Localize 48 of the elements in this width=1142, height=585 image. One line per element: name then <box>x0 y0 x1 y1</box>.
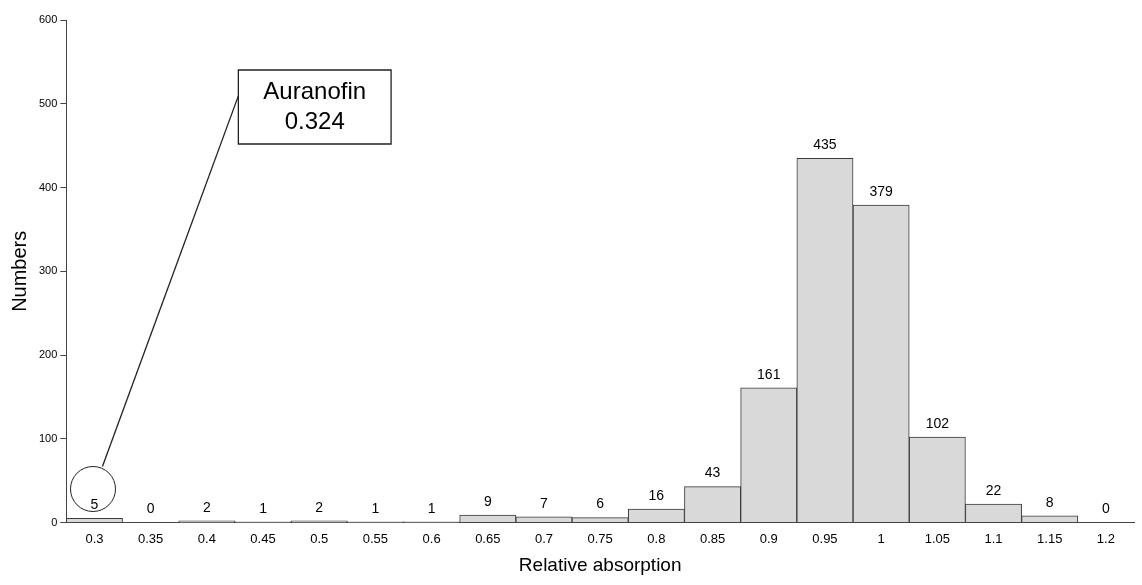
x-tick-label: 0.7 <box>534 530 554 546</box>
data-label: 2 <box>202 498 211 515</box>
data-label: 0 <box>1102 500 1111 517</box>
data-label: 16 <box>648 487 665 504</box>
x-tick-label: 0.75 <box>587 530 613 546</box>
data-label: 435 <box>813 136 837 153</box>
x-tick-label: 1.15 <box>1037 530 1063 546</box>
x-tick-label: 0.65 <box>475 530 501 546</box>
annotation: Auranofin 0.324 <box>263 76 367 134</box>
x-tick-label: 1.1 <box>984 530 1003 546</box>
data-label: 5 <box>90 496 99 513</box>
y-tick-label: 200 <box>38 348 58 361</box>
data-label: 7 <box>540 494 549 511</box>
x-tick-label: 0.55 <box>362 530 389 546</box>
y-tick-label: 600 <box>38 13 58 26</box>
y-tick-label: 500 <box>38 96 58 109</box>
data-label: 43 <box>704 464 721 481</box>
x-tick-label: 0.6 <box>422 530 441 546</box>
data-label: 1 <box>259 499 268 516</box>
y-tick-label: 100 <box>38 431 58 444</box>
x-axis-title: Relative absorption <box>518 553 682 575</box>
data-label: 102 <box>925 415 950 432</box>
x-tick-label: 0.3 <box>85 530 104 546</box>
y-tick-label: 400 <box>38 180 58 193</box>
data-label: 0 <box>146 500 155 517</box>
data-label: 9 <box>483 492 492 509</box>
x-tick-label: 0.9 <box>759 530 778 546</box>
x-tick-label: 1.05 <box>924 530 950 546</box>
y-tick-label: 300 <box>38 264 58 277</box>
x-tick-label: 0.5 <box>310 530 329 546</box>
data-label: 1 <box>427 499 436 516</box>
x-tick-label: 0.35 <box>137 530 164 546</box>
x-tick-label: 0.4 <box>197 530 216 546</box>
data-label: 1 <box>371 499 380 516</box>
data-label: 8 <box>1045 493 1054 510</box>
x-tick-label: 0.85 <box>699 530 726 546</box>
x-tick-label: 0.95 <box>812 530 838 546</box>
y-tick-label: 0 <box>51 515 58 528</box>
data-label: 6 <box>596 495 605 512</box>
data-label: 2 <box>315 498 324 515</box>
data-label: 22 <box>985 482 1002 499</box>
data-label: 161 <box>757 365 781 382</box>
data-label: 379 <box>869 182 894 199</box>
x-tick-label: 0.8 <box>647 530 666 546</box>
x-tick-label: 1 <box>877 530 885 546</box>
y-axis-title: Numbers <box>7 230 30 312</box>
x-tick-label: 1.2 <box>1096 530 1115 546</box>
x-tick-label: 0.45 <box>250 530 276 546</box>
